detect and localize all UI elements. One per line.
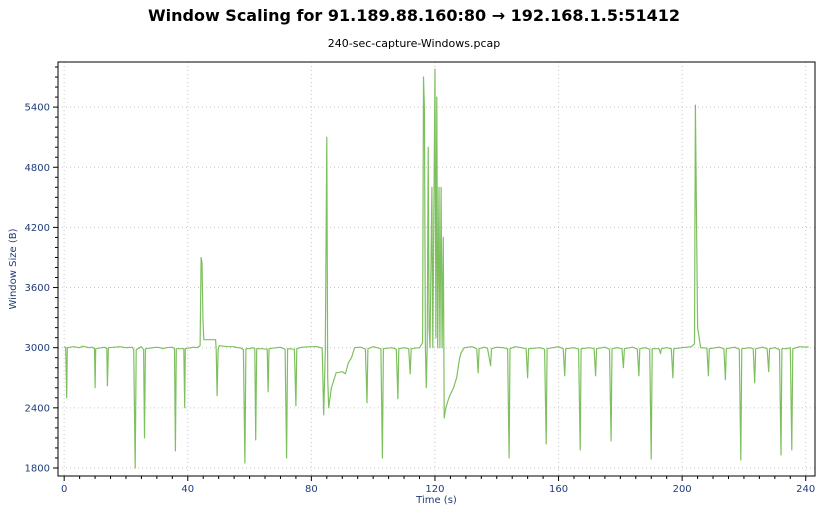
x-tick-label: 240 <box>796 484 815 495</box>
x-tick-label: 200 <box>673 484 692 495</box>
x-tick-label: 160 <box>549 484 568 495</box>
y-tick-label: 4200 <box>25 223 50 234</box>
y-tick-label: 4800 <box>25 163 50 174</box>
y-tick-label: 2400 <box>25 403 50 414</box>
x-tick-label: 80 <box>305 484 318 495</box>
x-axis-label: Time (s) <box>415 495 457 506</box>
chart-subtitle: 240-sec-capture-Windows.pcap <box>327 37 501 50</box>
y-axis-ticks: 1800 2400 3000 3600 4200 4800 5400 <box>25 66 58 474</box>
chart-title: Window Scaling for 91.189.88.160:80 → 19… <box>147 6 681 25</box>
x-tick-label: 40 <box>181 484 194 495</box>
y-axis-label: Window Size (B) <box>8 228 19 309</box>
y-tick-label: 5400 <box>25 103 50 114</box>
y-tick-label: 1800 <box>25 463 50 474</box>
series-line <box>63 68 809 469</box>
plot-frame <box>57 61 816 477</box>
y-tick-label: 3000 <box>25 343 50 354</box>
x-tick-label: 0 <box>61 484 67 495</box>
x-tick-label: 120 <box>425 484 444 495</box>
y-tick-label: 3600 <box>25 283 50 294</box>
x-axis-ticks: 0 40 80 120 160 200 240 <box>61 476 815 495</box>
